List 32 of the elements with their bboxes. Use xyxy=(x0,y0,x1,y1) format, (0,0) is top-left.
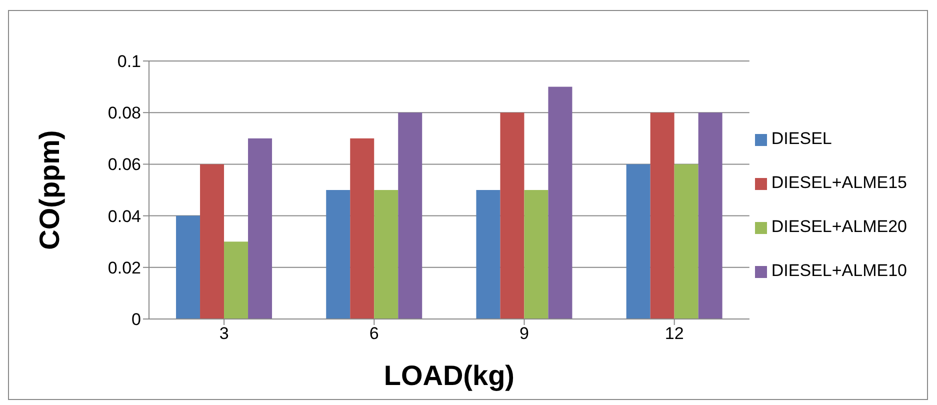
bar xyxy=(524,190,548,319)
y-tick-label: 0.08 xyxy=(108,104,141,123)
y-tick-label: 0.02 xyxy=(108,258,141,278)
bar xyxy=(650,112,674,319)
bar xyxy=(626,164,650,319)
y-tick-label: 0.1 xyxy=(117,52,141,72)
bar xyxy=(548,86,572,319)
legend-label: DIESEL+ALME10 xyxy=(771,261,907,280)
bar xyxy=(326,190,350,319)
legend-label: DIESEL xyxy=(771,129,832,148)
bar xyxy=(200,164,224,319)
bar xyxy=(176,216,200,319)
bar xyxy=(674,164,698,319)
x-axis-title: LOAD(kg) xyxy=(384,360,515,391)
y-axis-title: CO(ppm) xyxy=(34,130,65,250)
x-tick-label: 6 xyxy=(369,324,379,344)
bar xyxy=(224,242,248,319)
y-tick-label: 0 xyxy=(132,310,141,330)
bar xyxy=(476,190,500,319)
legend-label: DIESEL+ALME20 xyxy=(771,217,907,236)
x-tick-label: 12 xyxy=(664,324,684,344)
bar xyxy=(350,138,374,319)
bar xyxy=(398,112,422,319)
x-tick-label: 9 xyxy=(520,324,529,344)
legend-label: DIESEL+ALME15 xyxy=(771,173,907,192)
bar xyxy=(500,112,524,319)
y-tick-label: 0.04 xyxy=(108,206,141,226)
bar xyxy=(374,190,398,319)
y-tick-label: 0.06 xyxy=(108,155,141,174)
x-tick-label: 3 xyxy=(219,324,229,344)
bar xyxy=(698,112,722,319)
bar xyxy=(248,138,272,319)
